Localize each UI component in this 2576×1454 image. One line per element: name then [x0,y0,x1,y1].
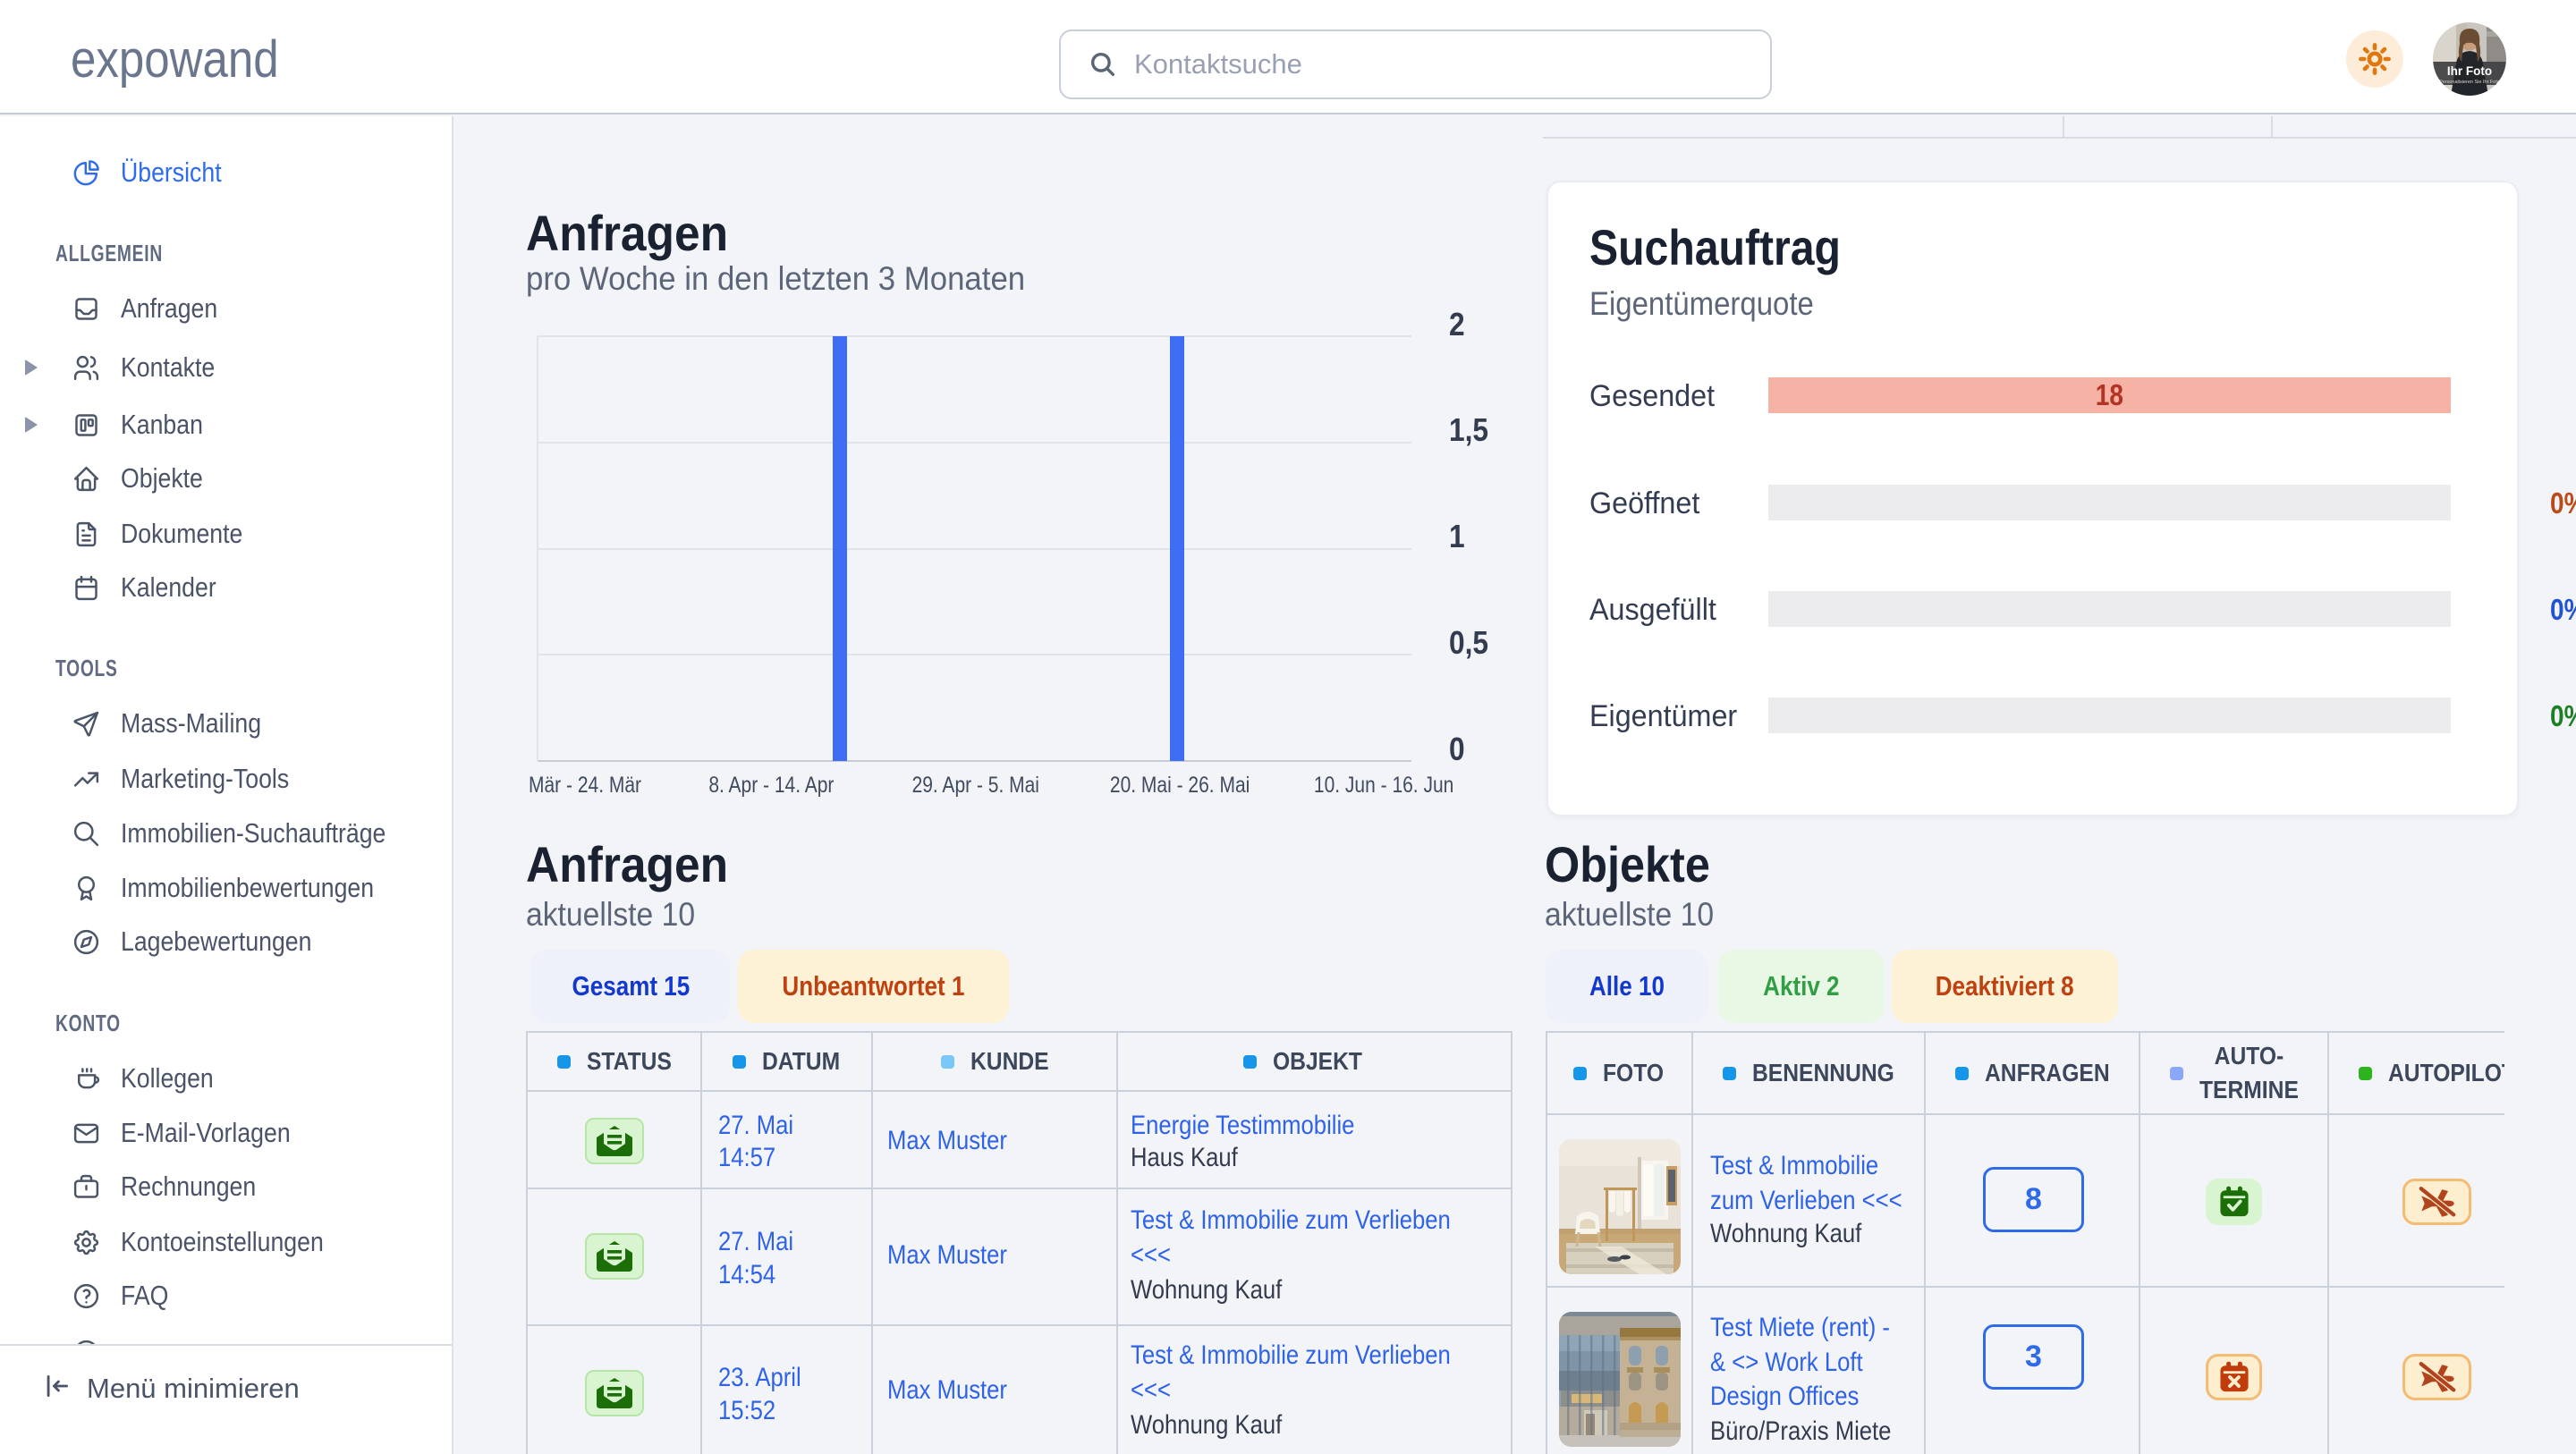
svg-text:Personalisieren Sie Ihr Foto: Personalisieren Sie Ihr Foto [2439,80,2500,85]
svg-text:Ihr Foto: Ihr Foto [2447,64,2492,78]
